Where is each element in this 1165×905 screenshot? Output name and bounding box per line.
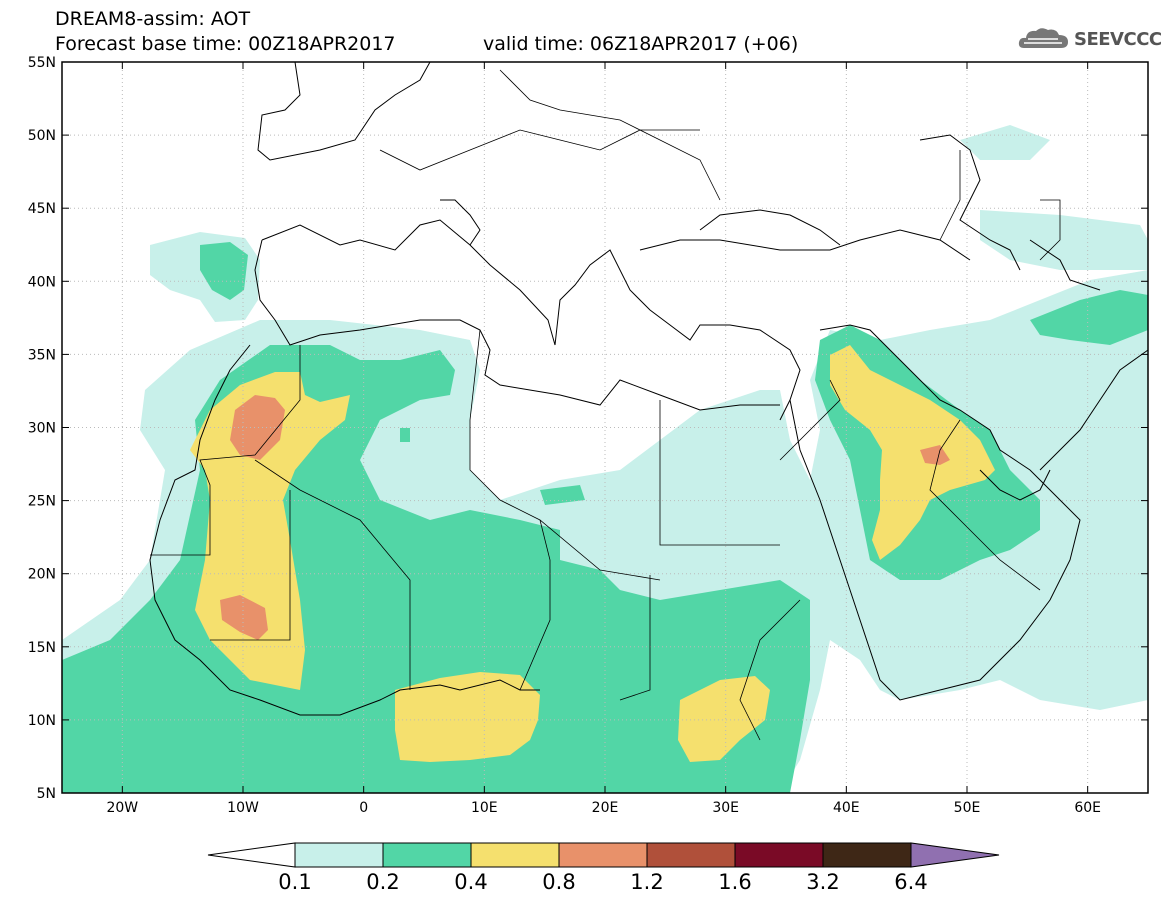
aot-field xyxy=(62,125,1148,793)
lat-label: 50N xyxy=(28,128,56,144)
latitude-axis: 55N 50N 45N 40N 35N 30N 25N 20N 15N 10N 5N xyxy=(28,55,1148,802)
country-borders xyxy=(150,69,1061,741)
coastlines xyxy=(149,62,1148,716)
colorbar-label: 0.2 xyxy=(366,870,399,894)
colorbar-label: 1.2 xyxy=(630,870,663,894)
lon-label: 10E xyxy=(471,800,498,816)
seevccc-logo: SEEVCCC xyxy=(1018,26,1162,52)
colorbar-label: 0.8 xyxy=(542,870,575,894)
lat-label: 55N xyxy=(28,55,56,71)
colorbar-low-arrow xyxy=(207,842,296,868)
lat-label: 10N xyxy=(28,713,56,729)
colorbar: 0.1 0.2 0.4 0.8 1.2 1.6 3.2 6.4 xyxy=(207,842,1000,894)
colorbar-high-arrow xyxy=(910,842,1000,868)
lon-label: 20E xyxy=(592,800,619,816)
lat-label: 45N xyxy=(28,201,56,217)
lat-label: 40N xyxy=(28,274,56,290)
lat-label: 5N xyxy=(37,786,56,802)
colorbar-swatch xyxy=(558,842,648,868)
forecast-base-time: Forecast base time: 00Z18APR2017 xyxy=(55,33,396,55)
logo-text: SEEVCCC xyxy=(1074,28,1162,50)
colorbar-swatch xyxy=(382,842,472,868)
valid-time: valid time: 06Z18APR2017 (+06) xyxy=(483,33,799,55)
lat-label: 20N xyxy=(28,567,56,583)
aot-band-0.8 xyxy=(220,395,950,640)
colorbar-label: 1.6 xyxy=(718,870,751,894)
lon-label: 0 xyxy=(359,800,368,816)
colorbar-label: 0.4 xyxy=(454,870,487,894)
lon-label: 30E xyxy=(712,800,739,816)
colorbar-label: 0.1 xyxy=(278,870,311,894)
cloud-icon xyxy=(1018,28,1068,48)
colorbar-swatch xyxy=(646,842,736,868)
lon-label: 40E xyxy=(833,800,860,816)
lon-label: 10W xyxy=(227,800,259,816)
colorbar-label: 6.4 xyxy=(894,870,927,894)
longitude-axis: 20W 10W 0 10E 20E 30E 40E 50E 60E xyxy=(106,62,1101,816)
colorbar-swatch xyxy=(734,842,824,868)
lon-label: 60E xyxy=(1074,800,1101,816)
lat-label: 25N xyxy=(28,494,56,510)
map-title: DREAM8-assim: AOT xyxy=(55,8,251,30)
lat-label: 30N xyxy=(28,421,56,437)
colorbar-swatch xyxy=(470,842,560,868)
lat-label: 35N xyxy=(28,347,56,363)
lat-label: 15N xyxy=(28,640,56,656)
colorbar-label: 3.2 xyxy=(806,870,839,894)
colorbar-swatch xyxy=(294,842,384,868)
colorbar-swatch xyxy=(822,842,912,868)
map-grid xyxy=(62,62,1148,793)
lon-label: 50E xyxy=(954,800,981,816)
lon-label: 20W xyxy=(106,800,138,816)
